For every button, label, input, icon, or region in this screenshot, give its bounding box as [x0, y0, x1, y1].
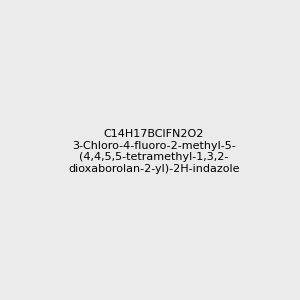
- Text: C14H17BClFN2O2
3-Chloro-4-fluoro-2-methyl-5-
(4,4,5,5-tetramethyl-1,3,2-
dioxabo: C14H17BClFN2O2 3-Chloro-4-fluoro-2-methy…: [68, 129, 239, 174]
